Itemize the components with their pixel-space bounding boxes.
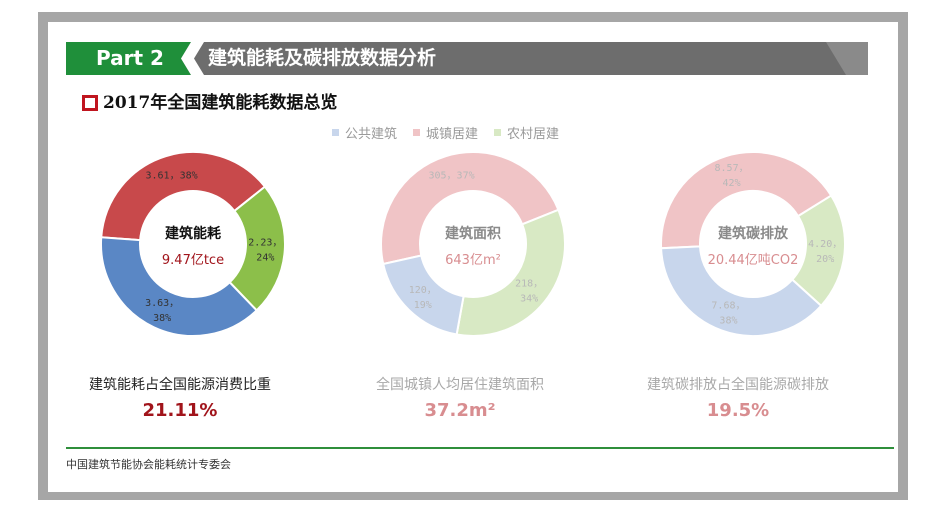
page-subtitle: 2017年全国建筑能耗数据总览 (103, 93, 338, 113)
slice-label-carbon-0-1: 42% (723, 178, 741, 189)
slice-energy-1 (228, 185, 286, 312)
donut-center-value-carbon: 20.44亿吨CO2 (708, 253, 799, 268)
slice-label-area-1-0: 218， (515, 278, 543, 289)
legend-label-rural: 农村居建 (507, 126, 560, 142)
legend-item-rural: 农村居建 (494, 122, 559, 142)
slice-label-area-2-1: 19% (414, 300, 432, 311)
donut-center-title-carbon: 建筑碳排放 (718, 225, 789, 242)
legend-label-public: 公共建筑 (345, 126, 398, 142)
donut-center-value-area: 643亿m² (445, 253, 501, 268)
legend-item-public: 公共建筑 (332, 122, 397, 142)
slice-label-energy-1-1: 24% (256, 252, 274, 263)
legend-item-urban: 城镇居建 (413, 122, 478, 142)
slice-energy-0 (100, 151, 267, 242)
donut-chart-area: 305，37% 218， 34% 120， 19% 建筑面积 643亿m² (380, 151, 566, 337)
chart-legend: 公共建筑 城镇居建 农村居建 (332, 122, 559, 142)
slice-label-carbon-1-1: 20% (816, 254, 834, 265)
part-label: Part 2 (96, 46, 164, 70)
slice-label-carbon-0-0: 8.57， (715, 163, 749, 174)
slice-label-area-2-0: 120， (409, 285, 437, 296)
donut-center-title-area: 建筑面积 (445, 225, 501, 242)
legend-label-urban: 城镇居建 (426, 126, 479, 142)
slice-label-carbon-2-0: 7.68， (711, 301, 745, 312)
slice-carbon-0 (660, 151, 833, 250)
donut-chart-energy: 3.61，38% 2.23， 24% 3.63， 38% 建筑能耗 9.47亿tce (100, 151, 286, 337)
donut-center-title-energy: 建筑能耗 (165, 225, 221, 242)
legend-swatch-urban (413, 128, 421, 136)
slice-label-energy-2-1: 38% (153, 313, 171, 324)
stat-value-energy: 21.11% (142, 400, 218, 421)
stat-value-carbon: 19.5% (706, 400, 770, 421)
stat-label-carbon: 建筑碳排放占全国能源碳排放 (647, 377, 829, 393)
stat-label-area: 全国城镇人均居住建筑面积 (376, 377, 544, 393)
legend-swatch-rural (494, 128, 502, 136)
legend-swatch-public (332, 128, 339, 136)
slice-area-2 (382, 254, 465, 336)
slice-label-energy-1-0: 2.23， (248, 237, 282, 248)
slice-label-carbon-1-0: 4.20， (808, 239, 842, 250)
stat-value-area: 37.2m² (424, 400, 496, 421)
slice-label-area-1-1: 34% (520, 293, 538, 304)
slice-area-0 (380, 151, 560, 266)
section-banner: Part 2 建筑能耗及碳排放数据分析 (66, 42, 868, 75)
subtitle-bullet-icon (82, 95, 98, 111)
slice-energy-2 (100, 236, 259, 337)
slice-label-carbon-2-1: 38% (719, 316, 737, 327)
footer-source: 中国建筑节能协会能耗统计专委会 (66, 458, 231, 471)
stat-label-energy: 建筑能耗占全国能源消费比重 (89, 377, 271, 393)
footer-divider (66, 447, 894, 449)
donut-chart-carbon: 8.57， 42% 4.20， 20% 7.68， 38% 建筑碳排放 20.44亿吨CO2 (660, 151, 846, 337)
donut-center-value-energy: 9.47亿tce (162, 253, 224, 268)
slice-carbon-2 (660, 245, 823, 337)
slice-label-energy-0-0: 3.61，38% (145, 171, 197, 182)
slice-label-area-0-0: 305，37% (429, 171, 475, 182)
banner-shape (66, 42, 868, 75)
slice-area-1 (455, 208, 566, 337)
slide: Part 2 建筑能耗及碳排放数据分析 2017年全国建筑能耗数据总览 公共建筑… (48, 22, 898, 492)
slice-label-energy-2-0: 3.63， (145, 298, 179, 309)
banner-title: 建筑能耗及碳排放数据分析 (208, 47, 437, 69)
